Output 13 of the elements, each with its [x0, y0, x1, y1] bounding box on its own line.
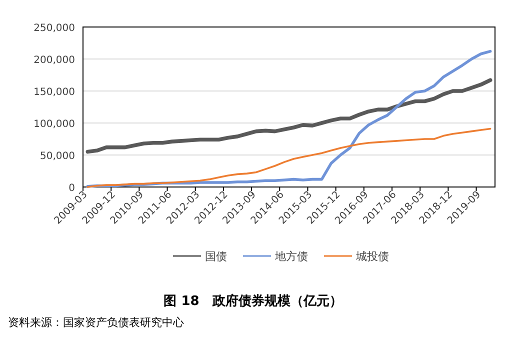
y-tick-label: 0: [68, 183, 75, 194]
y-tick-label: 150,000: [34, 87, 75, 98]
line-series: [86, 78, 492, 154]
text: 图 18 政府债券规模（亿元）: [164, 293, 342, 309]
legend-label: 城投债: [355, 250, 389, 263]
y-tick-label: 50,000: [40, 151, 75, 162]
y-tick-label: 100,000: [34, 119, 75, 130]
y-tick-label: 200,000: [34, 55, 75, 66]
text: 资料来源：国家资产负债表研究中心: [8, 316, 184, 329]
y-tick-label: 250,000: [34, 23, 75, 34]
line-series: [86, 128, 492, 188]
legend-label: 国债: [205, 250, 227, 263]
legend-label: 地方债: [274, 250, 308, 263]
